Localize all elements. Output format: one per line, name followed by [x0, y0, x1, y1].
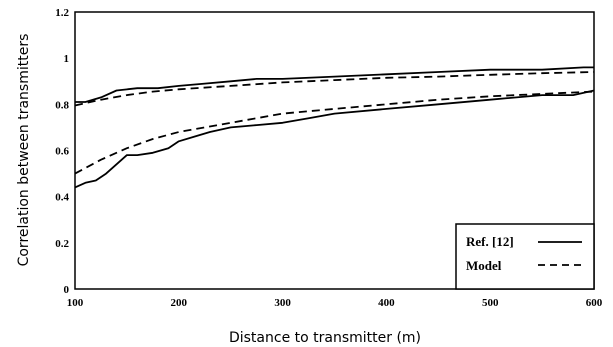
y-tick-label: 0.2	[55, 238, 69, 250]
legend: Ref. [12] Model	[455, 223, 595, 290]
y-axis-title: Correlation between transmitters	[16, 34, 32, 267]
y-tick-label: 0.4	[55, 192, 69, 204]
x-axis-title: Distance to transmitter (m)	[229, 330, 421, 346]
series-layer	[74, 66, 595, 189]
plot-frame	[74, 11, 595, 290]
y-tick-label: 0.8	[55, 99, 69, 111]
y-tick-label: 0.6	[55, 146, 69, 158]
legend-label-model: Model	[466, 258, 502, 273]
y-tick-labels: 0 0.2 0.4 0.6 0.8 1 1.2	[55, 7, 69, 296]
series-line-model-1	[74, 71, 595, 107]
x-tick-labels: 100 200 300 400 500 600	[67, 297, 603, 309]
legend-label-ref: Ref. [12]	[466, 234, 514, 249]
y-tick-label: 1	[64, 53, 70, 65]
x-tick-label: 300	[274, 297, 291, 309]
y-tick-label: 0	[64, 284, 70, 296]
series-line-ref-0	[75, 66, 594, 103]
legend-box	[455, 223, 595, 290]
series-line-ref-2	[74, 89, 595, 189]
y-tick-label: 1.2	[55, 7, 69, 19]
x-tick-label: 200	[171, 297, 188, 309]
x-tick-label: 400	[378, 297, 395, 309]
x-tick-label: 600	[586, 297, 603, 309]
x-tick-label: 500	[482, 297, 499, 309]
x-tick-label: 100	[67, 297, 84, 309]
series-line-model-3	[74, 90, 595, 175]
